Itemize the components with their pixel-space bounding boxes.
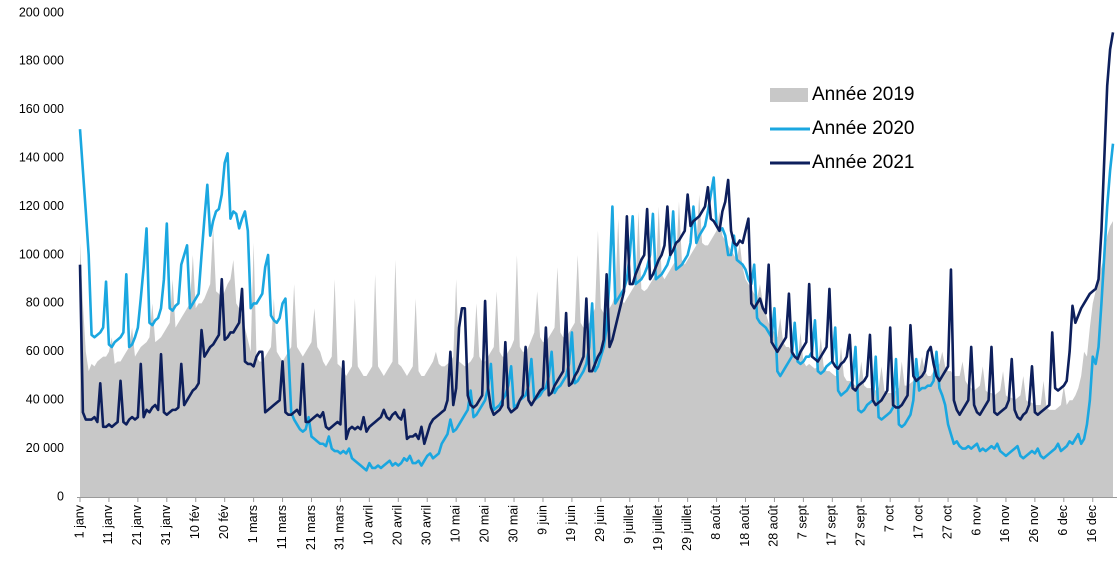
y-tick-label: 160 000: [19, 102, 64, 116]
x-tick-label: 29 juin: [593, 505, 607, 542]
legend-label: Année 2020: [812, 118, 915, 139]
x-tick-label: 7 sept: [796, 504, 810, 539]
x-tick-label: 6 nov: [969, 504, 983, 535]
legend-swatch: [770, 88, 808, 102]
legend-label: Année 2021: [812, 152, 915, 173]
x-tick-label: 6 dec: [1056, 505, 1070, 536]
area: [80, 194, 1113, 497]
x-tick-label: 27 oct: [940, 504, 954, 539]
x-tick-label: 31 janv: [159, 504, 173, 545]
x-tick-label: 10 fév: [188, 504, 202, 539]
y-tick-label: 0: [57, 489, 64, 503]
x-tick-label: 11 janv: [101, 504, 115, 544]
y-tick-label: 80 000: [26, 296, 64, 310]
y-tick-label: 20 000: [26, 441, 64, 455]
x-tick-label: 16 dec: [1085, 505, 1099, 543]
x-tick-label: 11 mars: [275, 505, 289, 549]
x-tick-label: 30 mai: [506, 505, 520, 543]
x-tick-label: 9 juin: [535, 505, 549, 535]
x-tick-label: 17 oct: [911, 504, 925, 539]
y-tick-label: 100 000: [19, 247, 64, 261]
y-tick-label: 140 000: [19, 150, 64, 164]
x-tick-label: 19 juin: [564, 505, 578, 542]
y-tick-label: 60 000: [26, 344, 64, 358]
y-tick-label: 180 000: [19, 54, 64, 68]
x-tick-label: 10 mai: [448, 505, 462, 543]
x-tick-label: 30 avril: [420, 505, 434, 545]
y-tick-label: 40 000: [26, 392, 64, 406]
x-tick-label: 16 nov: [998, 504, 1012, 542]
plot: [78, 32, 1115, 497]
x-tick-label: 21 janv: [130, 504, 144, 545]
x-tick-label: 26 nov: [1027, 504, 1041, 542]
x-tick-label: 9 juillet: [622, 504, 636, 543]
legend-label: Année 2019: [812, 84, 915, 105]
x-tick-label: 1 janv: [72, 504, 86, 538]
x-tick-label: 28 août: [767, 504, 781, 546]
x-tick-label: 18 août: [738, 504, 752, 546]
line: [78, 129, 1115, 472]
x-tick-label: 1 mars: [246, 505, 260, 543]
x-tick-label: 10 avril: [362, 505, 376, 545]
x-tick-label: 20 fév: [217, 504, 231, 539]
y-tick-label: 200 000: [19, 5, 64, 19]
x-tick-label: 20 avril: [391, 505, 405, 545]
x-tick-label: 21 mars: [304, 505, 318, 550]
x-tick-label: 31 mars: [333, 505, 347, 550]
x-tick-label: 7 oct: [882, 504, 896, 532]
x-tick-label: 29 juillet: [680, 504, 694, 550]
x-tick-label: 27 sept: [854, 504, 868, 546]
x-tick-label: 19 juillet: [651, 504, 665, 550]
x-tick-label: 8 août: [709, 504, 723, 539]
y-tick-label: 120 000: [19, 199, 64, 213]
x-tick-label: 20 mai: [477, 505, 491, 543]
line: [78, 32, 1115, 446]
x-tick-label: 17 sept: [825, 504, 839, 546]
